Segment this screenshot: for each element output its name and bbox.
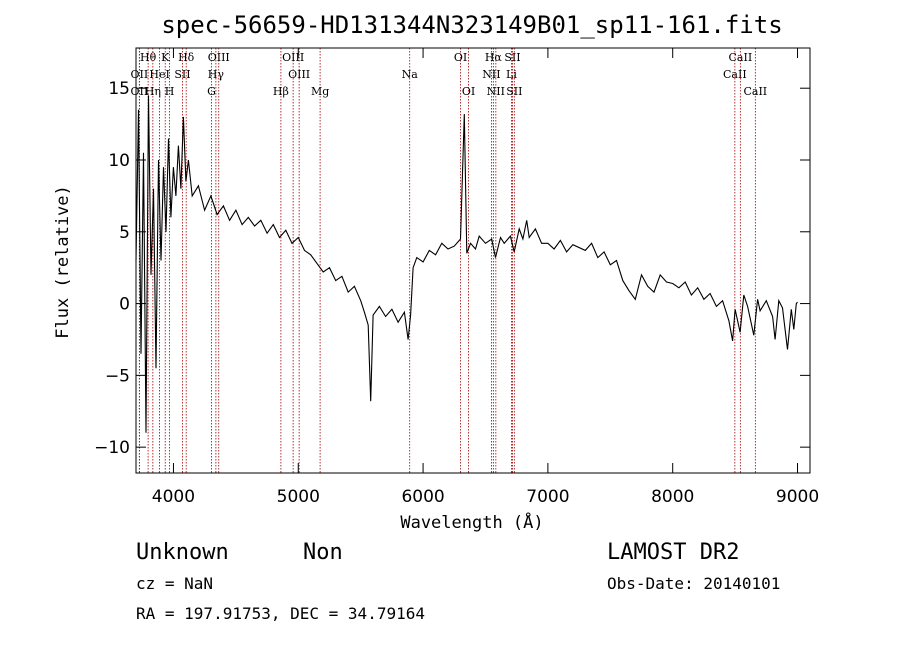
y-tick-label-4: 10: [108, 151, 130, 171]
y-tick-label-2: 0: [119, 295, 130, 315]
object-subclass: Non: [303, 540, 343, 565]
x-tick-label-3: 7000: [526, 487, 569, 507]
line-label-0-5: OI: [454, 51, 467, 64]
y-axis-ticks: −10 −5 0 5 10 15: [94, 79, 810, 458]
y-tick-label-0: −10: [94, 438, 130, 458]
line-label-0-0: Hθ: [140, 51, 157, 64]
line-label-2-7: NII: [487, 85, 505, 98]
y-tick-label-3: 5: [119, 223, 130, 243]
x-axis-ticks: 4000 5000 6000 7000 8000 9000: [152, 48, 819, 507]
line-label-2-8: SII: [506, 85, 522, 98]
object-class: Unknown: [136, 540, 229, 565]
line-label-0-3: OIII: [208, 51, 230, 64]
line-label-0-7: SII: [504, 51, 520, 64]
line-label-2-9: CaII: [743, 85, 767, 98]
x-tick-label-2: 6000: [401, 487, 444, 507]
x-tick-label-1: 5000: [277, 487, 320, 507]
line-label-0-8: CaII: [729, 51, 753, 64]
line-label-0-4: OIII: [282, 51, 304, 64]
coordinates: RA = 197.91753, DEC = 34.79164: [136, 604, 425, 623]
line-label-0-6: Hα: [485, 51, 503, 64]
observation-date: Obs-Date: 20140101: [607, 574, 780, 593]
plot-frame: [135, 47, 811, 474]
line-label-1-2: SII: [174, 68, 190, 81]
line-label-1-4: OIII: [288, 68, 310, 81]
spectrum-line: [135, 95, 798, 433]
x-axis-label: Wavelength (Å): [400, 511, 543, 533]
line-label-2-3: G: [207, 85, 216, 98]
line-label-1-0: OII: [131, 68, 149, 81]
line-label-0-2: Hδ: [178, 51, 195, 64]
line-label-1-1: HeI: [149, 68, 169, 81]
line-label-1-3: Hγ: [208, 68, 225, 81]
chart-title: spec-56659-HD131344N323149B01_sp11-161.f…: [161, 11, 782, 39]
x-tick-label-4: 8000: [651, 487, 694, 507]
spectral-line-markers: [138, 48, 756, 473]
line-label-2-4: Hβ: [273, 85, 289, 98]
line-label-2-6: OI: [462, 85, 475, 98]
y-tick-label-5: 15: [108, 79, 130, 99]
x-tick-label-0: 4000: [152, 487, 195, 507]
redshift-value: cz = NaN: [136, 574, 213, 593]
line-label-2-2: H: [165, 85, 175, 98]
survey-name: LAMOST DR2: [607, 540, 739, 565]
line-label-0-1: K: [161, 51, 170, 64]
line-label-2-5: Mg: [311, 85, 329, 98]
line-label-1-7: Li: [506, 68, 517, 81]
line-label-1-6: NII: [482, 68, 500, 81]
line-label-1-8: CaII: [723, 68, 747, 81]
line-label-2-1: Hη: [145, 85, 161, 98]
y-axis-label: Flux (relative): [53, 185, 73, 339]
y-tick-label-1: −5: [105, 366, 130, 386]
x-tick-label-5: 9000: [776, 487, 819, 507]
line-label-1-5: Na: [402, 68, 419, 81]
